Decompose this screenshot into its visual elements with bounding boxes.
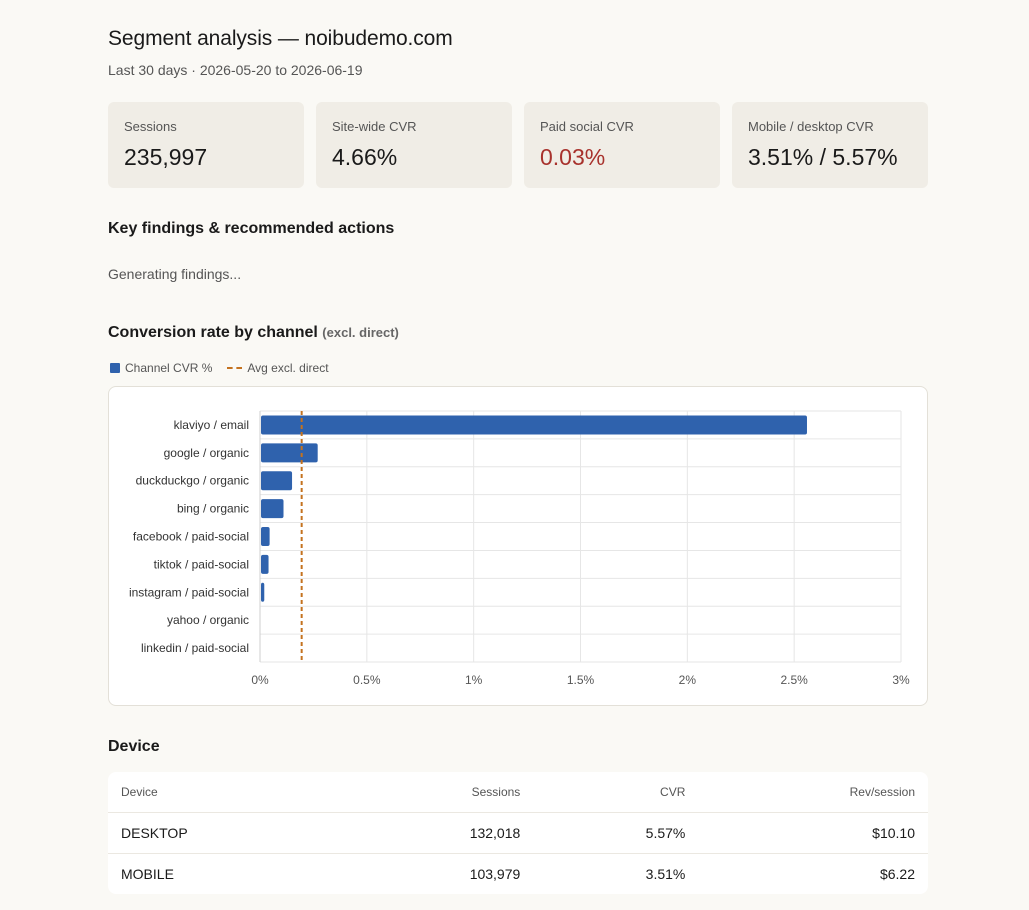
- x-tick-label: 1%: [465, 673, 483, 687]
- cell-rev-session: $6.22: [879, 865, 915, 882]
- kpi-label: Mobile / desktop CVR: [748, 119, 874, 134]
- kpi-card-device-cvr: Mobile / desktop CVR 3.51% / 5.57%: [732, 102, 928, 188]
- column-header-sessions: Sessions: [340, 772, 534, 813]
- x-tick-label: 0%: [251, 673, 269, 687]
- y-tick-label: linkedin / paid-social: [141, 641, 249, 655]
- column-header-rev-session: Rev/session: [698, 772, 928, 813]
- cell-cvr: 3.51%: [645, 865, 686, 882]
- cell-rev-session: $10.10: [698, 812, 928, 854]
- kpi-label: Site-wide CVR: [332, 119, 417, 134]
- legend-avg-swatch: [227, 367, 243, 369]
- device-table: Device Sessions CVR Rev/session DESKTOP …: [108, 772, 928, 894]
- device-table-card: Device Sessions CVR Rev/session DESKTOP …: [108, 772, 928, 894]
- y-tick-label: facebook / paid-social: [133, 530, 249, 544]
- table-row: DESKTOP 132,018 5.57% $10.10: [108, 812, 928, 854]
- kpi-card-site-cvr: Site-wide CVR 4.66%: [316, 102, 512, 188]
- x-tick-label: 1.5%: [567, 673, 595, 687]
- cvr-by-channel-chart: 0% 0.5% 1% 1.5% 2% 2.5% 3% klaviyo / email googl…: [129, 410, 910, 687]
- y-tick-label: klaviyo / email: [174, 418, 249, 432]
- y-tick-label: bing / organic: [177, 502, 249, 516]
- x-tick-label: 3%: [892, 673, 910, 687]
- y-tick-label: duckduckgo / organic: [136, 474, 249, 488]
- cell-cvr: 5.57%: [533, 812, 699, 854]
- legend-bar-swatch: [110, 363, 120, 373]
- kpi-value: 235,997: [124, 144, 208, 170]
- bar: [261, 499, 284, 519]
- bar: [261, 582, 265, 602]
- cell-device: MOBILE: [121, 865, 174, 882]
- date-range-subtitle: Last 30 days · 2026-05-20 to 2026-06-19: [108, 62, 363, 78]
- kpi-row: Sessions 235,997 Site-wide CVR 4.66% Pai…: [108, 102, 928, 188]
- y-tick-label: yahoo / organic: [167, 613, 249, 627]
- findings-status: Generating findings...: [108, 266, 242, 282]
- findings-heading: Key findings & recommended actions: [108, 220, 395, 237]
- cell-sessions: 103,979: [469, 865, 521, 882]
- y-tick-label: tiktok / paid-social: [154, 557, 249, 571]
- chart-legend: Channel CVR % Avg excl. direct: [110, 361, 329, 375]
- x-tick-label: 2.5%: [780, 673, 808, 687]
- y-tick-label: google / organic: [164, 446, 249, 460]
- device-heading: Device: [108, 738, 160, 755]
- bar: [261, 415, 807, 435]
- kpi-value: 3.51% / 5.57%: [748, 144, 898, 170]
- table-row: MOBILE 103,979 3.51% $6.22: [108, 853, 928, 894]
- kpi-label: Sessions: [124, 119, 177, 134]
- column-header-cvr: CVR: [533, 772, 699, 813]
- x-tick-label: 0.5%: [353, 673, 381, 687]
- table-header-row: Device Sessions CVR Rev/session: [108, 772, 928, 813]
- kpi-card-sessions: Sessions 235,997: [108, 102, 304, 188]
- kpi-label: Paid social CVR: [540, 119, 634, 134]
- chart-card: 0% 0.5% 1% 1.5% 2% 2.5% 3% klaviyo / email googl…: [108, 386, 928, 706]
- bar: [261, 554, 269, 574]
- kpi-value: 0.03%: [540, 144, 606, 170]
- cell-device: DESKTOP: [108, 812, 341, 854]
- kpi-card-paid-social-cvr: Paid social CVR 0.03%: [524, 102, 720, 188]
- chart-heading-text: Conversion rate by channel: [108, 324, 318, 341]
- y-tick-label: instagram / paid-social: [129, 585, 249, 599]
- x-tick-label: 2%: [679, 673, 697, 687]
- bar: [261, 443, 318, 463]
- cell-sessions: 132,018: [340, 812, 534, 854]
- column-header-device: Device: [108, 772, 341, 813]
- chart-heading: Conversion rate by channel (excl. direct…: [108, 324, 399, 342]
- legend-series-label: Channel CVR %: [125, 361, 213, 375]
- kpi-value: 4.66%: [332, 144, 398, 170]
- bar: [261, 471, 293, 491]
- chart-heading-note: (excl. direct): [322, 325, 399, 340]
- page-title: Segment analysis — noibudemo.com: [108, 27, 453, 50]
- legend-avg-label: Avg excl. direct: [247, 361, 329, 375]
- bar: [261, 527, 270, 546]
